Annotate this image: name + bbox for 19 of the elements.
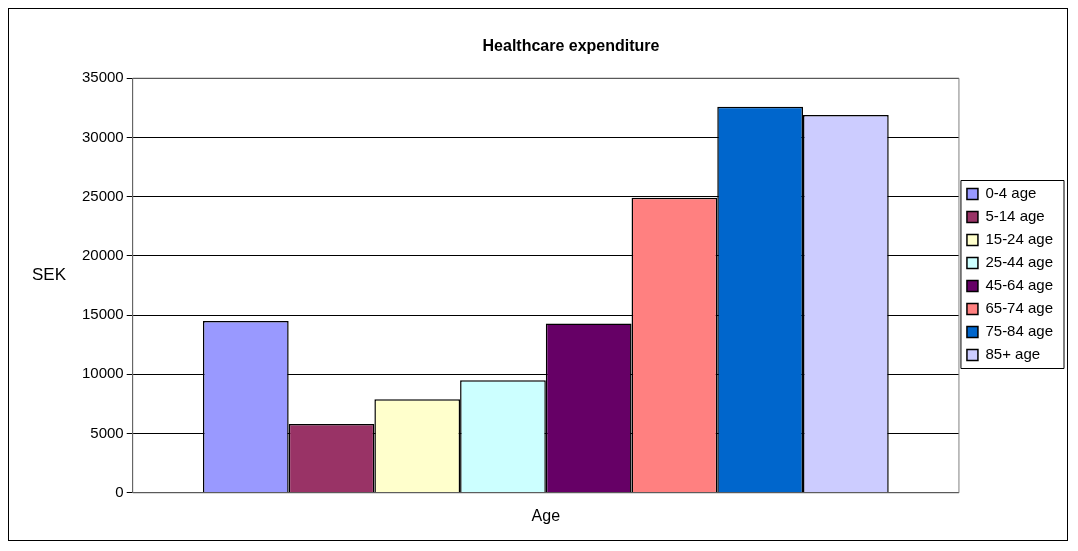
legend-label: 25-44 age bbox=[985, 253, 1053, 271]
y-tick-label: 30000 bbox=[81, 127, 124, 145]
y-tick-label: 15000 bbox=[81, 305, 124, 323]
y-tick-label: 35000 bbox=[81, 68, 124, 86]
legend-label: 5-14 age bbox=[985, 207, 1045, 225]
y-tick-label: 0 bbox=[115, 482, 124, 500]
legend-label: 65-74 age bbox=[985, 299, 1053, 317]
legend-label: 15-24 age bbox=[985, 230, 1053, 248]
x-axis-title: Age bbox=[531, 506, 561, 524]
chart-title: Healthcare expenditure bbox=[482, 37, 660, 55]
legend-label: 45-64 age bbox=[985, 276, 1053, 294]
legend-label: 75-84 age bbox=[985, 322, 1053, 340]
y-axis-title: SEK bbox=[31, 265, 67, 285]
y-tick-label: 10000 bbox=[81, 364, 124, 382]
legend-label: 85+ age bbox=[985, 345, 1041, 363]
legend-label: 0-4 age bbox=[985, 184, 1037, 202]
y-tick-label: 25000 bbox=[81, 186, 124, 204]
y-tick-label: 5000 bbox=[90, 423, 124, 441]
y-tick-label: 20000 bbox=[81, 246, 124, 264]
